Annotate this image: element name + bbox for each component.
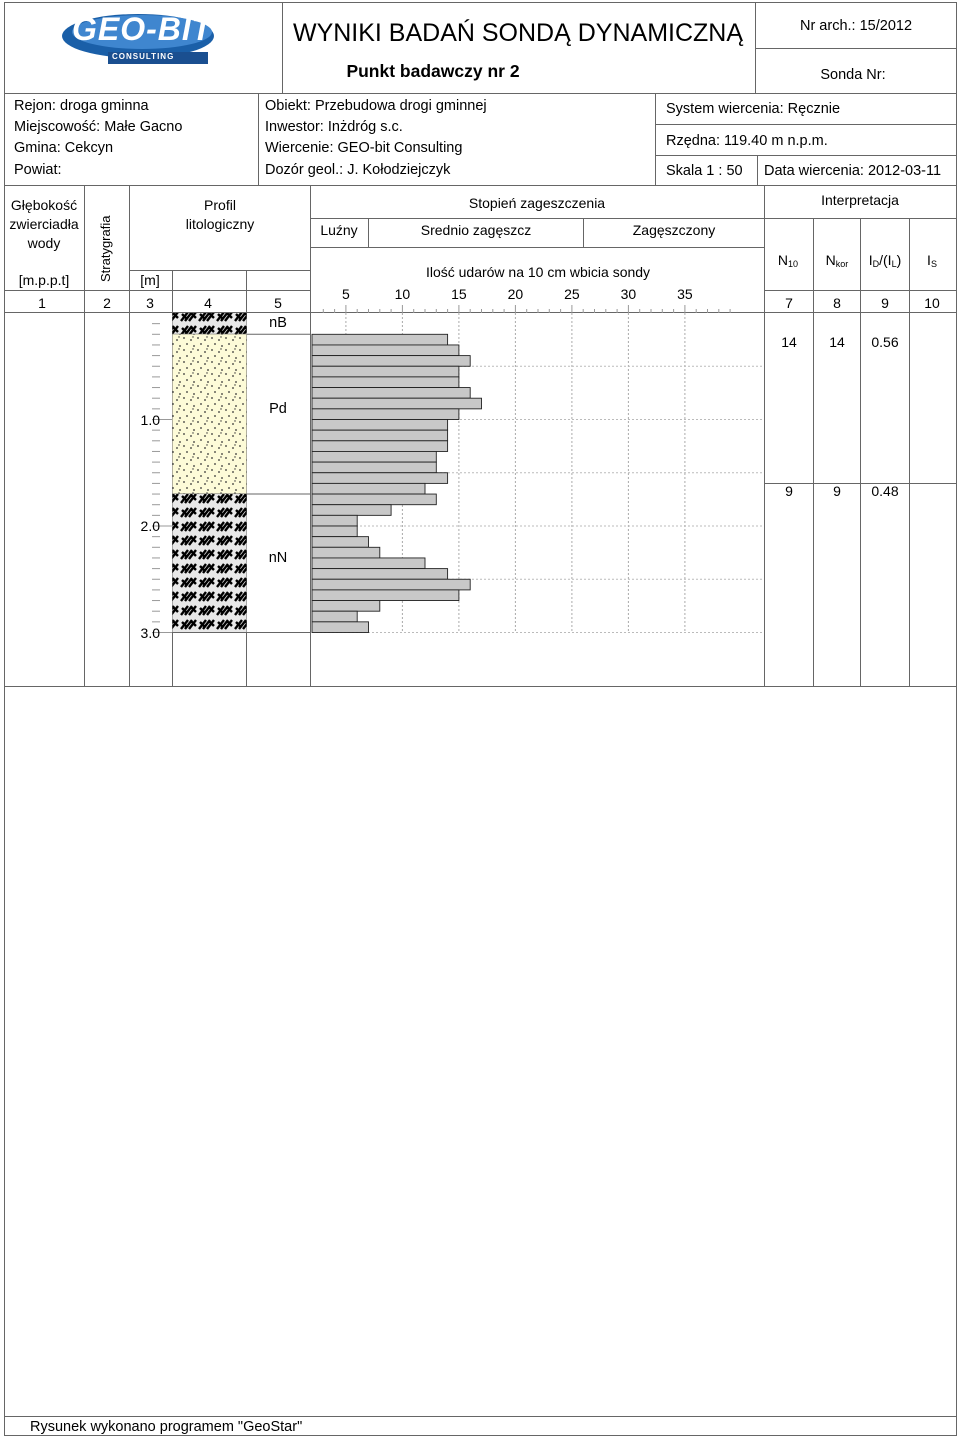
nkor-heading: Nkor	[825, 252, 849, 269]
chart-bar	[311, 600, 381, 612]
interp-id: 0.56	[871, 334, 899, 350]
col-number: 4	[204, 295, 212, 311]
chart-bar	[311, 493, 437, 506]
profile-heading-2: litologiczny	[185, 216, 255, 232]
info-miejscowosc: Miejscowość: Małe Gacno	[14, 119, 183, 135]
col-number: 7	[785, 295, 793, 311]
profile-heading-1: Profil	[204, 197, 236, 213]
depth-label: 3.0	[140, 625, 160, 641]
info-obiekt: Obiekt: Przebudowa drogi gminnej	[265, 98, 487, 114]
company-logo	[62, 14, 214, 64]
chart-bar	[311, 610, 358, 623]
density-medium: Srednio zagęszcz	[420, 222, 532, 238]
chart-bar	[311, 440, 449, 452]
x-tick-label: 25	[564, 286, 580, 302]
n10-heading: N10	[777, 252, 799, 269]
water-depth-unit: [m.p.p.t]	[18, 272, 70, 288]
chart-bar	[311, 557, 426, 570]
layer-code-nb: nB	[269, 315, 287, 331]
col-number: 8	[833, 295, 841, 311]
chart-bar	[311, 621, 369, 633]
info-data: Data wiercenia: 2012-03-11	[764, 163, 942, 179]
footer-note: Rysunek wykonano programem "GeoStar"	[30, 1419, 303, 1435]
density-heading: Stopień zageszczenia	[468, 195, 606, 211]
chart-bar	[311, 546, 381, 559]
logo-text: GEO-BIT	[72, 11, 213, 47]
depth-unit: [m]	[140, 272, 160, 288]
x-tick-label: 10	[395, 286, 411, 302]
x-tick-label: 30	[621, 286, 637, 302]
interp-id: 0.48	[871, 483, 899, 499]
x-tick-label: 20	[508, 286, 524, 302]
page-title: WYNIKI BADAŃ SONDĄ DYNAMICZNĄ	[292, 19, 744, 47]
page-subtitle: Punkt badawczy nr 2	[346, 61, 520, 81]
depth-label: 2.0	[140, 518, 160, 534]
col-number: 5	[274, 295, 282, 311]
chart-bar	[311, 482, 426, 495]
lithology-layer	[172, 334, 247, 495]
chart-bar	[311, 419, 449, 431]
chart-bar	[311, 344, 460, 357]
interpretation-heading: Interpretacja	[821, 192, 899, 208]
density-loose: Luźny	[320, 222, 358, 238]
probe-number: Sonda Nr:	[820, 67, 886, 83]
info-powiat: Powiat:	[14, 162, 62, 178]
interp-n10: 9	[785, 483, 793, 499]
x-tick-label: 5	[342, 286, 350, 302]
chart-bar	[311, 514, 358, 527]
chart-bar	[311, 333, 449, 346]
chart-bar	[311, 578, 471, 591]
col-number: 2	[103, 295, 111, 311]
water-depth-heading-2: zwierciadła	[9, 216, 79, 232]
col-number: 10	[924, 295, 940, 311]
chart-bar	[311, 397, 482, 410]
interp-nkor: 14	[829, 334, 845, 350]
chart-bar	[311, 376, 460, 388]
chart-bar	[311, 429, 449, 442]
col-number: 1	[38, 295, 46, 311]
water-depth-heading-1: Głębokość	[10, 197, 78, 213]
chart-bar	[311, 408, 460, 420]
interp-n10: 14	[781, 334, 797, 350]
x-tick-label: 15	[451, 286, 467, 302]
x-tick-label: 35	[677, 286, 693, 302]
info-rejon: Rejon: droga gminna	[14, 98, 149, 114]
chart-bar	[311, 451, 437, 463]
info-skala: Skala 1 : 50	[666, 163, 743, 179]
lithology-layer	[172, 313, 247, 335]
chart-bar	[311, 589, 460, 602]
info-system: System wiercenia: Ręcznie	[666, 101, 841, 117]
chart-bar	[311, 355, 471, 367]
chart-bar	[311, 504, 392, 516]
col-number: 9	[881, 295, 889, 311]
layer-code-pd: Pd	[269, 401, 287, 417]
chart-bar	[311, 472, 449, 484]
depth-label: 1.0	[140, 412, 160, 428]
info-gmina: Gmina: Cekcyn	[14, 140, 114, 156]
water-depth-heading-3: wody	[27, 235, 61, 251]
chart-bar	[311, 568, 449, 580]
chart-x-axis-label: Ilość udarów na 10 cm wbicia sondy	[425, 264, 651, 280]
interp-nkor: 9	[833, 483, 841, 499]
chart-bar	[311, 536, 369, 548]
info-wiercenie: Wiercenie: GEO-bit Consulting	[265, 140, 463, 156]
logo-subtext: CONSULTING	[112, 52, 175, 61]
chart-bar	[311, 525, 358, 538]
density-dense: Zagęszczony	[632, 222, 716, 238]
lithology-layer	[172, 494, 247, 633]
chart-bar	[311, 365, 460, 378]
info-inwestor: Inwestor: Inżdróg s.c.	[265, 119, 403, 135]
info-rzedna: Rzędna: 119.40 m n.p.m.	[666, 133, 828, 149]
col-number: 3	[146, 295, 154, 311]
info-dozor: Dozór geol.: J. Kołodziejczyk	[265, 162, 451, 178]
chart-bar	[311, 387, 471, 399]
chart-bar	[311, 461, 437, 474]
archive-number: Nr arch.: 15/2012	[799, 18, 913, 34]
is-heading: IS	[927, 252, 937, 269]
id-il-heading: ID/(IL)	[868, 252, 902, 269]
layer-code-nn: nN	[268, 550, 288, 566]
